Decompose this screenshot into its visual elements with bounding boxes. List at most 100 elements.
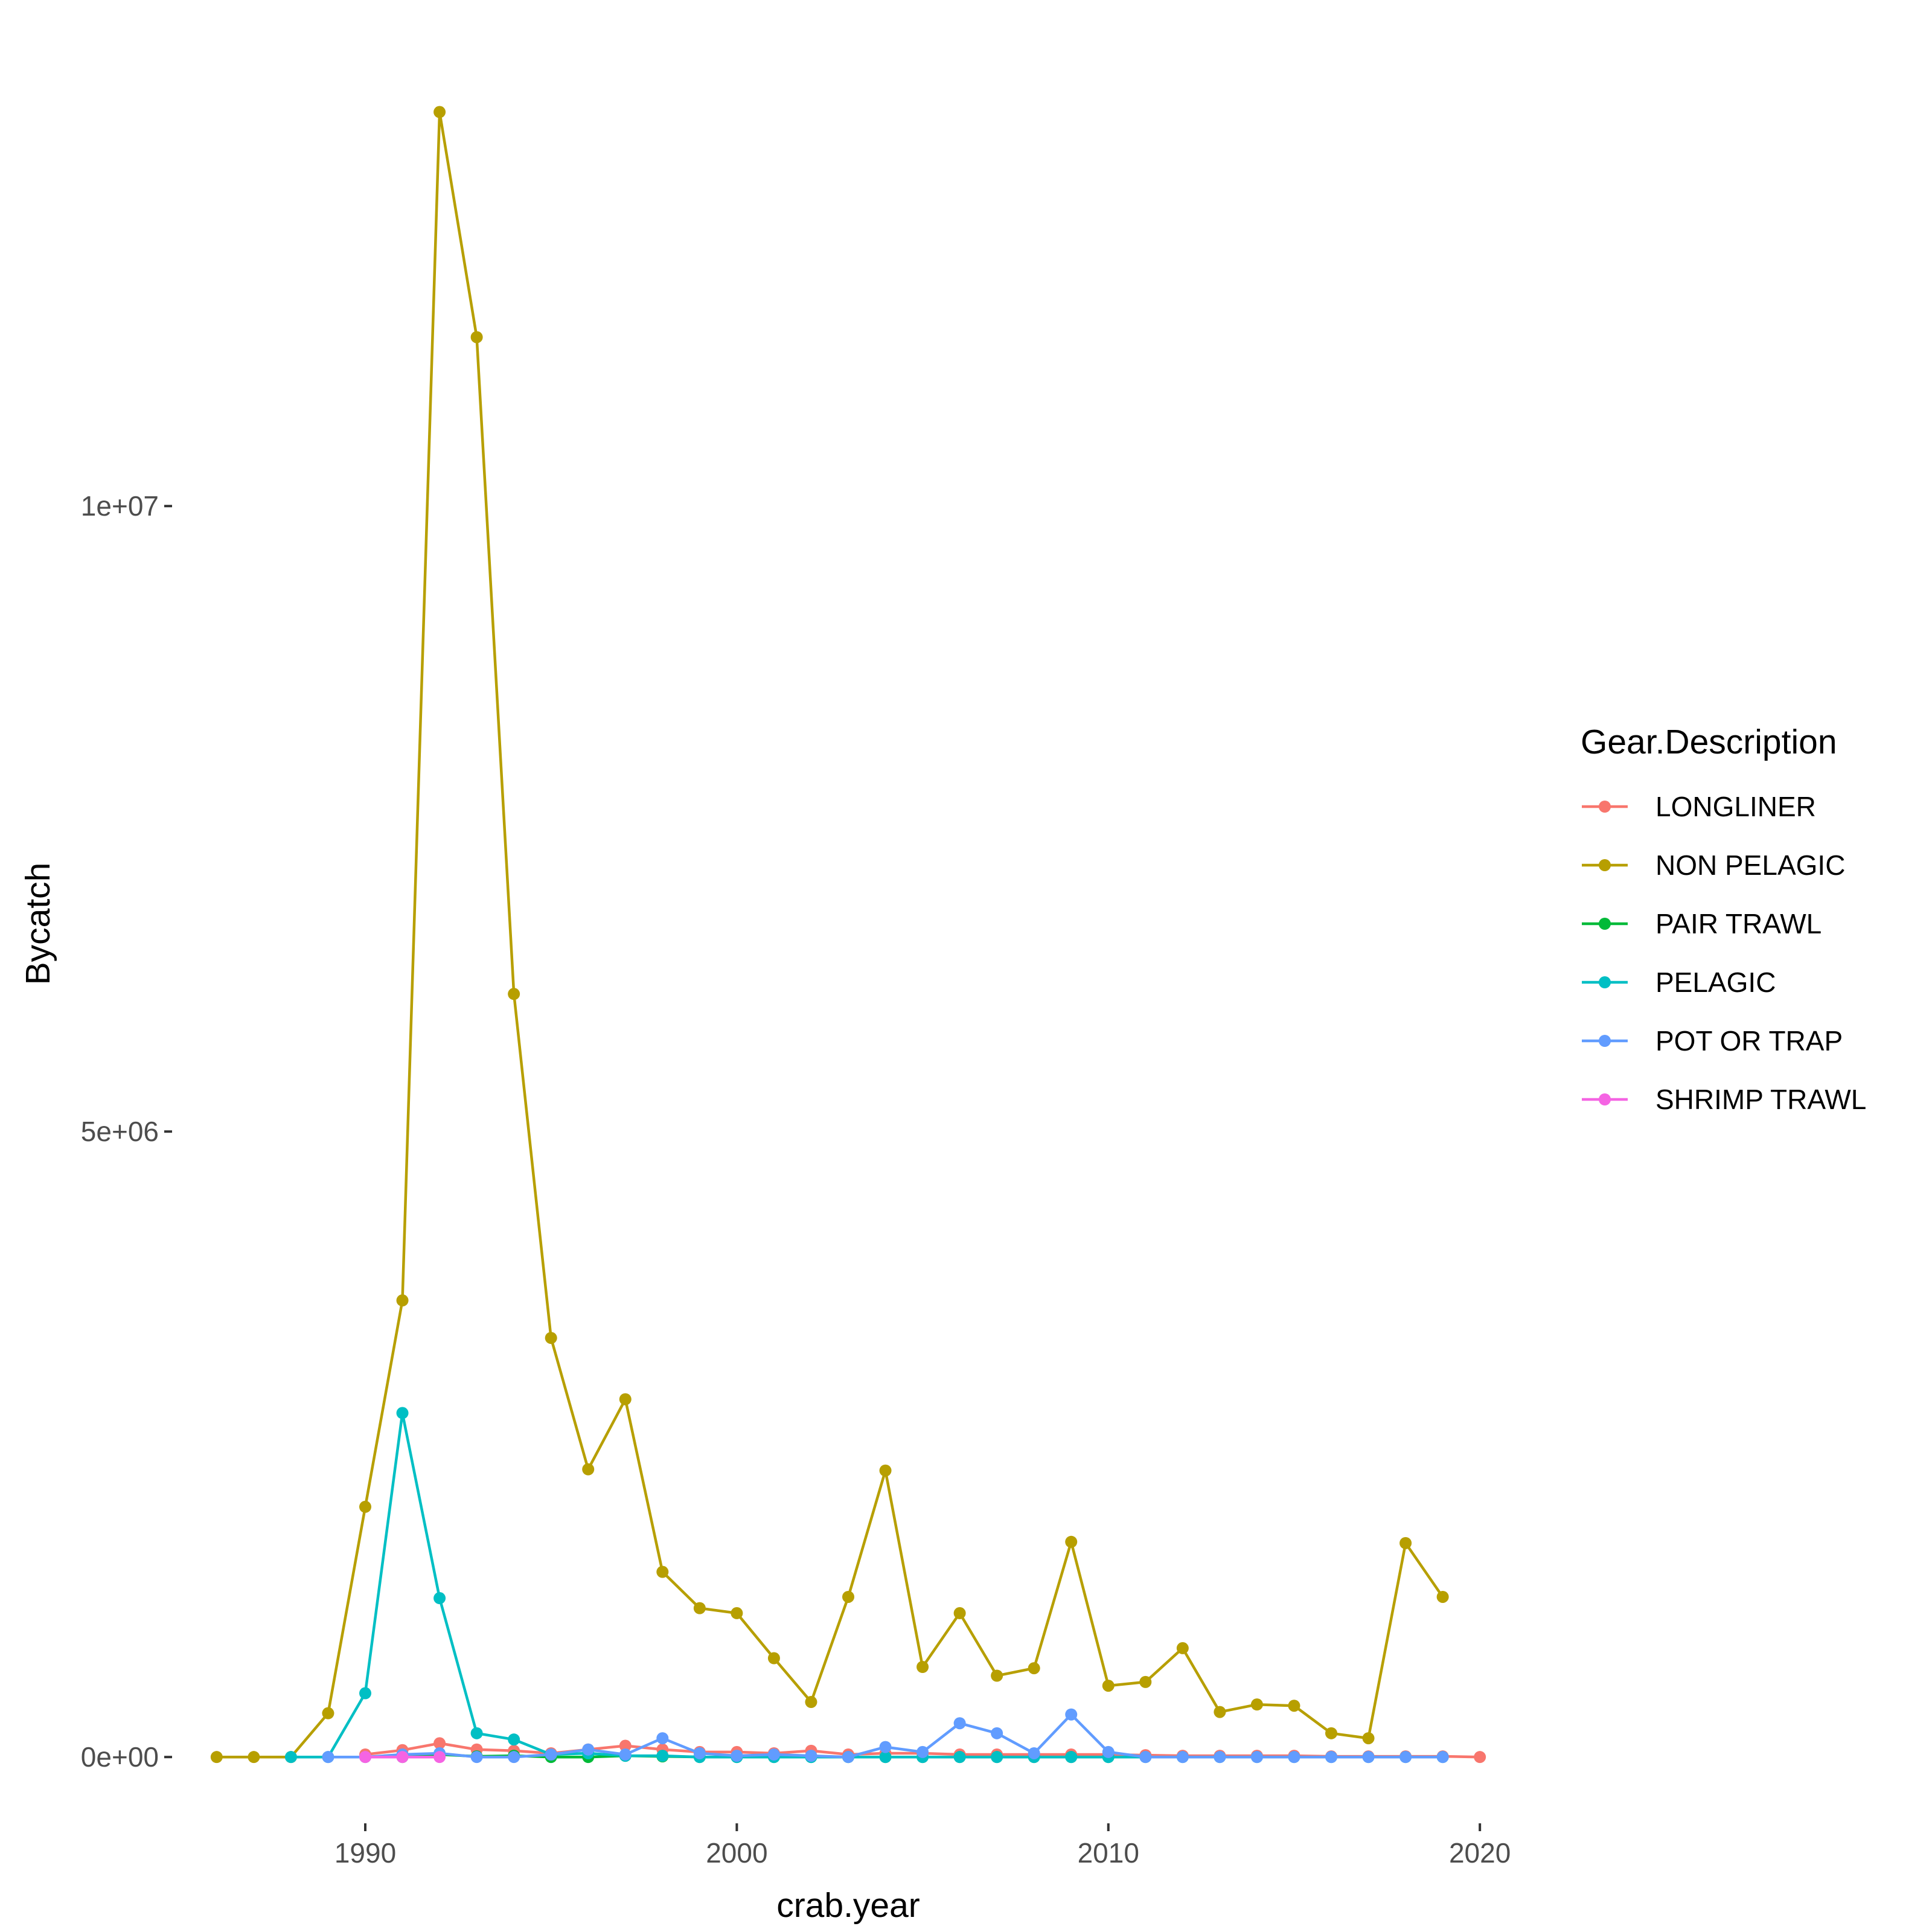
data-point (1250, 1698, 1263, 1711)
legend-key (1582, 918, 1628, 930)
data-point (396, 1407, 409, 1419)
data-point (1139, 1675, 1152, 1688)
data-point (953, 1751, 966, 1764)
data-point (545, 1332, 557, 1345)
legend-key (1582, 976, 1628, 988)
series-non-pelagic (210, 106, 1449, 1764)
data-point (619, 1748, 632, 1761)
data-point (879, 1464, 892, 1477)
data-point (508, 1733, 520, 1746)
data-point (916, 1745, 929, 1758)
data-point (508, 1751, 520, 1764)
legend-title: Gear.Description (1581, 723, 1837, 761)
legend-key (1582, 1093, 1628, 1105)
legend-label: PELAGIC (1655, 967, 1776, 998)
data-point (693, 1602, 706, 1614)
data-point (1028, 1747, 1040, 1759)
data-point (1214, 1706, 1226, 1718)
x-tick-label: 2000 (706, 1837, 767, 1869)
data-point (433, 1592, 446, 1605)
data-point (1214, 1751, 1226, 1764)
x-tick-label: 2010 (1078, 1837, 1139, 1869)
legend-label: NON PELAGIC (1655, 849, 1845, 881)
data-point (805, 1750, 817, 1762)
data-point (396, 1294, 409, 1307)
y-axis: 0e+00 5e+06 1e+07 (81, 490, 172, 1773)
y-tick-label: 0e+00 (81, 1741, 159, 1773)
data-point (545, 1748, 557, 1761)
legend-label: LONGLINER (1655, 791, 1816, 822)
series-line (216, 110, 1444, 1759)
data-point (916, 1661, 929, 1674)
data-point (433, 1751, 446, 1764)
x-tick-label: 1990 (334, 1837, 396, 1869)
data-point (953, 1717, 966, 1730)
legend-key (1582, 1035, 1628, 1047)
legend: Gear.Description LONGLINER NON PELAGIC PAI… (1581, 723, 1866, 1115)
data-point (656, 1732, 669, 1745)
data-point (433, 106, 446, 118)
data-point (656, 1566, 669, 1578)
data-point (767, 1748, 780, 1761)
data-point (731, 1607, 743, 1619)
x-tick-label: 2020 (1449, 1837, 1511, 1869)
data-point (359, 1500, 371, 1513)
data-point (470, 331, 483, 344)
x-axis-title: crab.year (776, 1886, 920, 1925)
data-point (731, 1750, 743, 1762)
data-point (1362, 1732, 1375, 1745)
data-point (1399, 1751, 1412, 1764)
data-point (991, 1751, 1003, 1764)
data-point (767, 1652, 780, 1665)
legend-key (1582, 801, 1628, 813)
data-point (619, 1393, 632, 1406)
data-point (1250, 1751, 1263, 1764)
series-layer (210, 106, 1486, 1764)
legend-label: SHRIMP TRAWL (1655, 1084, 1866, 1115)
data-point (433, 1737, 446, 1750)
data-point (1474, 1751, 1486, 1764)
data-point (359, 1687, 371, 1700)
y-tick-label: 1e+07 (81, 490, 159, 522)
data-point (693, 1747, 706, 1759)
data-point (322, 1751, 334, 1764)
data-point (322, 1707, 334, 1719)
legend-label: POT OR TRAP (1655, 1025, 1843, 1057)
data-point (1065, 1535, 1078, 1548)
data-point (284, 1751, 297, 1764)
data-point (210, 1751, 223, 1764)
data-point (991, 1669, 1003, 1682)
data-point (470, 1727, 483, 1739)
legend-key (1582, 859, 1628, 871)
y-axis-title: Bycatch (19, 863, 57, 985)
data-point (1139, 1751, 1152, 1764)
data-point (953, 1607, 966, 1619)
data-point (805, 1696, 817, 1709)
legend-label: PAIR TRAWL (1655, 908, 1822, 939)
data-point (619, 1739, 632, 1752)
data-point (582, 1463, 595, 1476)
data-point (508, 988, 520, 1000)
data-point (1065, 1751, 1078, 1764)
data-point (1065, 1708, 1078, 1721)
data-point (656, 1750, 669, 1762)
data-point (1325, 1751, 1337, 1764)
series-shrimp-trawl (359, 1751, 446, 1764)
data-point (1102, 1745, 1115, 1758)
data-point (582, 1743, 595, 1756)
data-point (1436, 1751, 1449, 1764)
data-point (991, 1727, 1003, 1739)
data-point (248, 1751, 260, 1764)
data-point (1399, 1537, 1412, 1549)
data-point (396, 1751, 409, 1764)
data-point (879, 1751, 892, 1764)
data-point (1028, 1662, 1040, 1675)
data-point (470, 1751, 483, 1764)
data-point (879, 1741, 892, 1753)
data-point (1102, 1680, 1115, 1692)
y-tick-label: 5e+06 (81, 1116, 159, 1147)
series-pelagic (284, 1407, 1449, 1764)
data-point (1288, 1751, 1300, 1764)
data-point (1362, 1751, 1375, 1764)
